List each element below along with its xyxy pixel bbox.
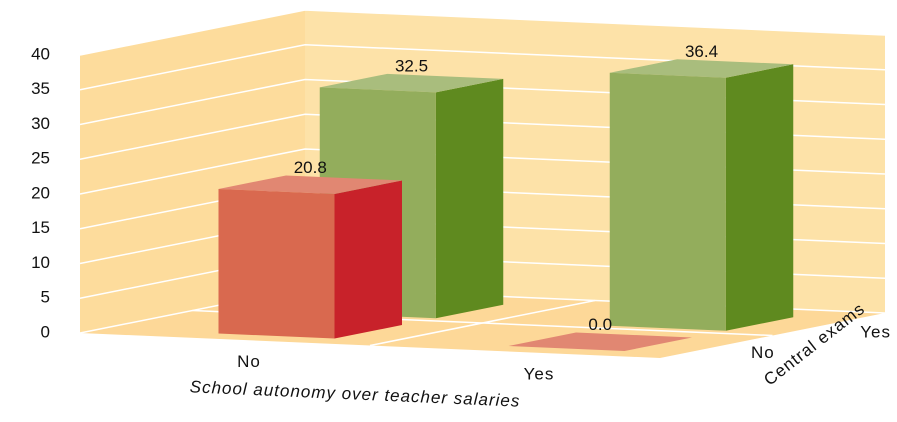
value-label: 20.8 (294, 158, 327, 177)
z-tick-label: No (751, 343, 775, 362)
bar-front (609, 72, 726, 331)
bar (508, 332, 692, 351)
y-tick-label: 20 (31, 183, 50, 202)
bar (218, 175, 402, 339)
bar (609, 59, 794, 331)
bar-top (508, 332, 692, 351)
bar-side (725, 64, 794, 331)
bar-side (435, 78, 504, 319)
x-tick-label: No (237, 352, 261, 371)
y-tick-label: 5 (41, 288, 50, 307)
bar-top (609, 59, 794, 78)
x-tick-label: Yes (524, 364, 555, 383)
y-tick-label: 35 (31, 79, 50, 98)
y-tick-label: 10 (31, 253, 50, 272)
value-label: 36.4 (685, 42, 718, 61)
value-label: 0.0 (588, 315, 612, 334)
bar-top (319, 73, 504, 93)
bar-front (218, 188, 335, 339)
y-tick-label: 25 (31, 149, 50, 168)
bar-top (218, 175, 402, 194)
grid-line (79, 9, 886, 56)
y-tick-label: 30 (31, 114, 50, 133)
y-tick-label: 15 (31, 218, 50, 237)
bar-side (334, 180, 402, 339)
y-tick-label: 0 (41, 322, 50, 341)
x-axis-label: School autonomy over teacher salaries (189, 377, 520, 410)
y-tick-label: 40 (31, 44, 50, 63)
z-tick-label: Yes (860, 323, 891, 342)
value-label: 32.5 (395, 57, 428, 76)
